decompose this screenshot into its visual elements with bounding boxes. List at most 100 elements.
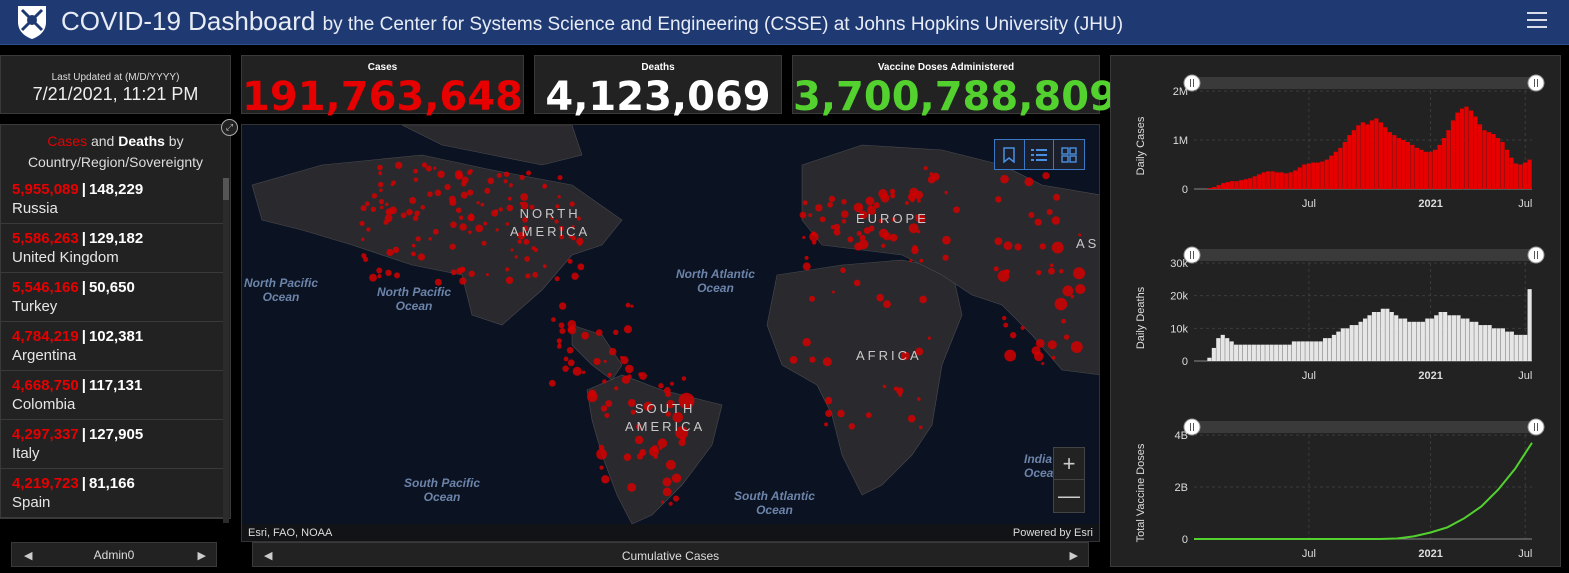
case-bubble[interactable] — [858, 239, 869, 250]
case-bubble[interactable] — [400, 212, 407, 219]
case-bubble[interactable] — [827, 201, 833, 208]
case-bubble[interactable] — [542, 264, 547, 269]
case-bubble[interactable] — [557, 175, 563, 181]
case-bubble[interactable] — [825, 409, 833, 418]
case-bubble[interactable] — [548, 379, 556, 387]
map-next-arrow-icon[interactable]: ▶ — [1069, 550, 1078, 562]
case-bubble[interactable] — [555, 204, 560, 209]
list-item[interactable]: 4,668,750 | 117,131 Colombia — [1, 371, 223, 420]
zoom-out-button[interactable]: — — [1058, 483, 1080, 508]
case-bubble[interactable] — [1061, 318, 1067, 324]
case-bubble[interactable] — [461, 181, 467, 187]
case-bubble[interactable] — [927, 336, 931, 340]
hamburger-menu-icon[interactable] — [1527, 12, 1547, 30]
case-bubble[interactable] — [865, 196, 875, 206]
case-bubble[interactable] — [454, 170, 463, 178]
case-bubble[interactable] — [417, 253, 426, 261]
case-bubble[interactable] — [1051, 241, 1064, 254]
case-bubble[interactable] — [554, 219, 559, 224]
case-bubble[interactable] — [917, 397, 921, 401]
case-bubble[interactable] — [361, 237, 365, 242]
case-bubble[interactable] — [837, 409, 845, 418]
case-bubble[interactable] — [449, 198, 457, 206]
case-bubble[interactable] — [519, 174, 525, 180]
case-bubble[interactable] — [461, 267, 466, 271]
case-bubble[interactable] — [907, 193, 916, 202]
case-bubble[interactable] — [531, 246, 536, 251]
case-bubble[interactable] — [517, 239, 522, 244]
case-bubble[interactable] — [377, 164, 383, 171]
case-bubble[interactable] — [559, 234, 565, 240]
case-bubble[interactable] — [433, 166, 437, 171]
case-bubble[interactable] — [657, 438, 668, 449]
case-bubble[interactable] — [378, 181, 384, 188]
case-bubble[interactable] — [558, 302, 567, 310]
case-bubble[interactable] — [809, 356, 816, 363]
case-bubble[interactable] — [1035, 338, 1045, 348]
case-bubble[interactable] — [379, 188, 383, 193]
case-bubble[interactable] — [672, 412, 684, 423]
case-bubble[interactable] — [510, 248, 514, 252]
case-bubble[interactable] — [1051, 216, 1061, 225]
case-bubble[interactable] — [467, 170, 472, 176]
case-bubble[interactable] — [833, 228, 841, 236]
case-bubble[interactable] — [1009, 332, 1017, 339]
case-bubble[interactable] — [911, 246, 919, 255]
case-bubble[interactable] — [840, 267, 846, 274]
case-bubble[interactable] — [576, 237, 584, 245]
case-bubble[interactable] — [858, 205, 863, 209]
case-bubble[interactable] — [1051, 355, 1056, 360]
case-bubble[interactable] — [602, 379, 607, 384]
case-bubble[interactable] — [672, 495, 680, 502]
expand-icon[interactable]: ⤢ — [221, 119, 238, 136]
case-bubble[interactable] — [391, 180, 396, 185]
case-bubble[interactable] — [468, 230, 472, 235]
case-bubble[interactable] — [1049, 263, 1054, 268]
case-bubble[interactable] — [828, 195, 836, 203]
powered-by-esri[interactable]: Powered by Esri — [1012, 527, 1093, 539]
case-bubble[interactable] — [802, 338, 811, 347]
case-bubble[interactable] — [476, 201, 480, 205]
case-bubble[interactable] — [808, 213, 813, 218]
case-bubble[interactable] — [567, 359, 575, 367]
case-bubble[interactable] — [359, 220, 365, 227]
case-bubble[interactable] — [562, 365, 569, 372]
case-bubble[interactable] — [395, 161, 403, 169]
list-scrollbar-thumb[interactable] — [223, 178, 229, 200]
case-bubble[interactable] — [484, 187, 491, 194]
case-bubble[interactable] — [1063, 334, 1070, 340]
range-slider-handle[interactable] — [1527, 246, 1545, 264]
range-slider-handle[interactable] — [1527, 418, 1545, 436]
case-bubble[interactable] — [859, 234, 866, 241]
case-bubble[interactable] — [487, 177, 495, 185]
case-bubble[interactable] — [865, 412, 872, 419]
case-bubble[interactable] — [648, 446, 659, 457]
case-bubble[interactable] — [993, 266, 999, 272]
case-bubble[interactable] — [1020, 325, 1025, 330]
case-bubble[interactable] — [916, 229, 921, 234]
case-bubble[interactable] — [468, 270, 475, 277]
case-bubble[interactable] — [563, 356, 569, 362]
case-bubble[interactable] — [571, 272, 579, 280]
case-bubble[interactable] — [450, 221, 457, 229]
case-bubble[interactable] — [819, 216, 826, 223]
case-bubble[interactable] — [376, 267, 383, 274]
case-bubble[interactable] — [953, 206, 960, 214]
case-bubble[interactable] — [833, 223, 841, 231]
case-bubble[interactable] — [413, 168, 419, 174]
case-bubble[interactable] — [414, 210, 420, 217]
case-bubble[interactable] — [635, 423, 642, 430]
case-bubble[interactable] — [863, 227, 871, 234]
case-bubble[interactable] — [369, 273, 377, 282]
range-slider-handle[interactable] — [1527, 74, 1545, 92]
case-bubble[interactable] — [383, 219, 389, 225]
case-bubble[interactable] — [503, 179, 508, 184]
case-bubble[interactable] — [789, 355, 798, 364]
case-bubble[interactable] — [931, 172, 940, 181]
case-bubble[interactable] — [883, 300, 891, 309]
case-bubble[interactable] — [567, 325, 577, 335]
case-bubble[interactable] — [604, 412, 610, 418]
list-item[interactable]: 3,756,482|91,436 — [1, 518, 223, 519]
case-bubble[interactable] — [856, 231, 862, 237]
case-bubble[interactable] — [831, 290, 835, 294]
